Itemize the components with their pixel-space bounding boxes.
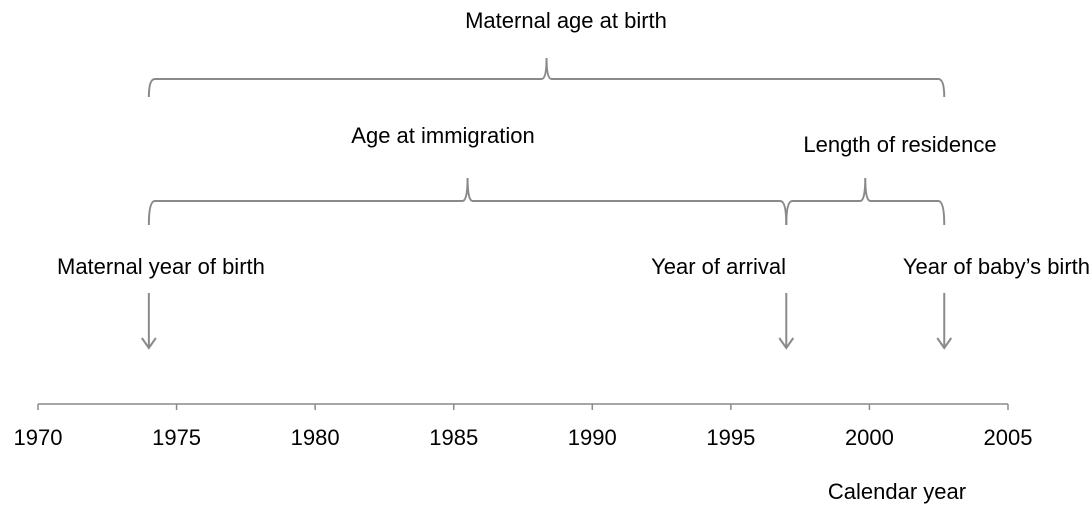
axis-title: Calendar year	[828, 479, 966, 504]
arrow	[141, 293, 157, 350]
arrow	[936, 293, 953, 350]
bracket	[147, 57, 946, 98]
bracket	[785, 177, 946, 226]
tick-label: 1970	[14, 425, 63, 450]
tick-label: 1980	[291, 425, 340, 450]
tick-label: 1990	[568, 425, 617, 450]
tick-label: 1995	[706, 425, 755, 450]
arrow	[778, 293, 795, 350]
tick-label: 2000	[845, 425, 894, 450]
tick-label: 1975	[152, 425, 201, 450]
bracket-label: Age at immigration	[351, 123, 534, 148]
bracket-label: Length of residence	[803, 132, 996, 157]
bracket	[147, 177, 788, 226]
event-label: Year of arrival	[651, 254, 786, 279]
bracket-label: Maternal age at birth	[465, 8, 667, 33]
tick-label: 1985	[429, 425, 478, 450]
event-label: Maternal year of birth	[57, 254, 265, 279]
event-label: Year of baby’s birth	[903, 254, 1090, 279]
tick-label: 2005	[984, 425, 1033, 450]
